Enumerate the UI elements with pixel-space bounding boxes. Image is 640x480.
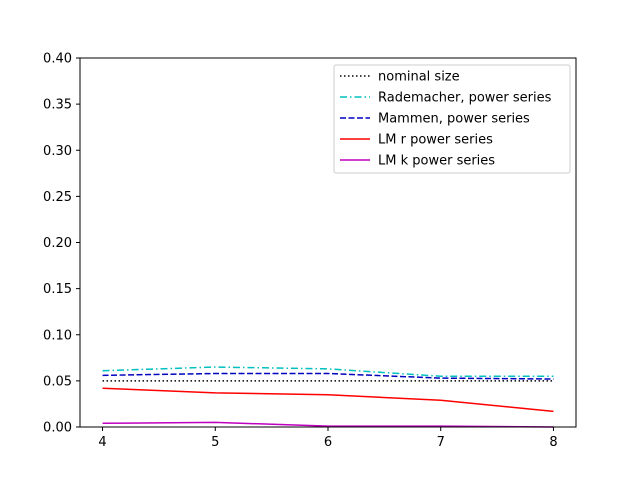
y-tick-label: 0.40 (43, 52, 72, 67)
series-line-4 (102, 421, 554, 428)
y-tick-label: 0.15 (43, 282, 72, 297)
y-tick-label: 0.20 (43, 236, 72, 251)
legend: nominal size Rademacher, power series Mamm… (333, 64, 571, 174)
legend-label-4: LM k power series (378, 154, 495, 169)
legend-label-2: Mammen, power series (378, 112, 530, 127)
y-tick-label: 0.05 (43, 374, 72, 389)
series-layer (102, 366, 554, 428)
x-tick-label: 8 (549, 435, 557, 450)
y-tick-label: 0.25 (43, 190, 72, 205)
legend-box (333, 64, 571, 174)
series-line-1 (102, 366, 554, 378)
y-axis: 0.00 0.05 0.10 0.15 0.20 0.25 0.30 0.35 0.40 (43, 52, 80, 436)
y-tick-label: 0.30 (43, 144, 72, 159)
y-tick-label: 0.10 (43, 328, 72, 343)
legend-label-1: Rademacher, power series (378, 91, 552, 106)
legend-label-0: nominal size (378, 70, 460, 85)
y-tick-label: 0.00 (43, 421, 72, 436)
x-axis: 4 5 6 7 8 (98, 427, 558, 450)
x-tick-label: 7 (437, 435, 445, 450)
y-tick-label: 0.35 (43, 98, 72, 113)
series-line-3 (102, 387, 554, 413)
legend-label-3: LM r power series (378, 133, 493, 148)
series-line-2 (102, 372, 554, 380)
x-tick-label: 4 (98, 435, 106, 450)
x-tick-label: 5 (211, 435, 219, 450)
x-tick-label: 6 (324, 435, 332, 450)
